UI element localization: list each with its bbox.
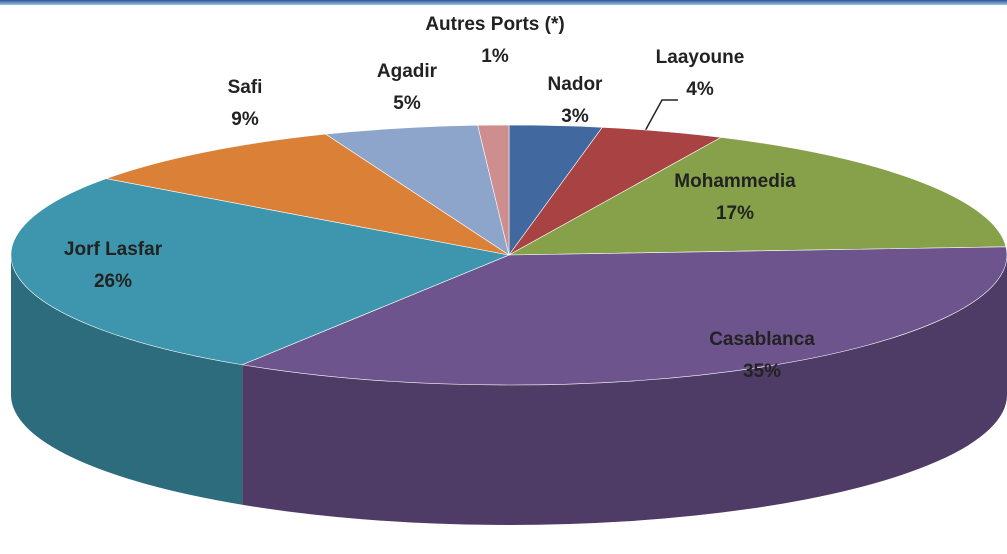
slice-label: Autres Ports (*) <box>425 14 564 35</box>
slice-value-label: 17% <box>716 203 754 224</box>
slice-side <box>11 255 243 505</box>
slice-label: Mohammedia <box>674 171 796 192</box>
slice-label: Safi <box>228 77 263 98</box>
slice-value-label: 3% <box>561 106 589 127</box>
slice <box>10 178 511 366</box>
slice <box>477 124 510 256</box>
slice-value-label: 1% <box>481 46 509 67</box>
slice <box>508 137 1007 256</box>
slice-label: Casablanca <box>709 329 815 350</box>
top-border <box>0 0 1007 5</box>
slice-value-label: 4% <box>686 79 714 100</box>
slice-value-label: 35% <box>743 361 781 382</box>
leader-line <box>644 99 678 132</box>
slice-side <box>242 255 1007 525</box>
slice-value-label: 9% <box>231 109 259 130</box>
slice-value-label: 26% <box>94 271 132 292</box>
slice-label: Jorf Lasfar <box>64 239 163 260</box>
slice-label: Agadir <box>377 61 438 82</box>
slice-label: Nador <box>548 74 604 95</box>
slice-label: Laayoune <box>656 47 745 68</box>
slice <box>324 124 510 256</box>
slice-value-label: 5% <box>393 93 421 114</box>
slice <box>104 133 510 256</box>
slice <box>241 246 1007 386</box>
